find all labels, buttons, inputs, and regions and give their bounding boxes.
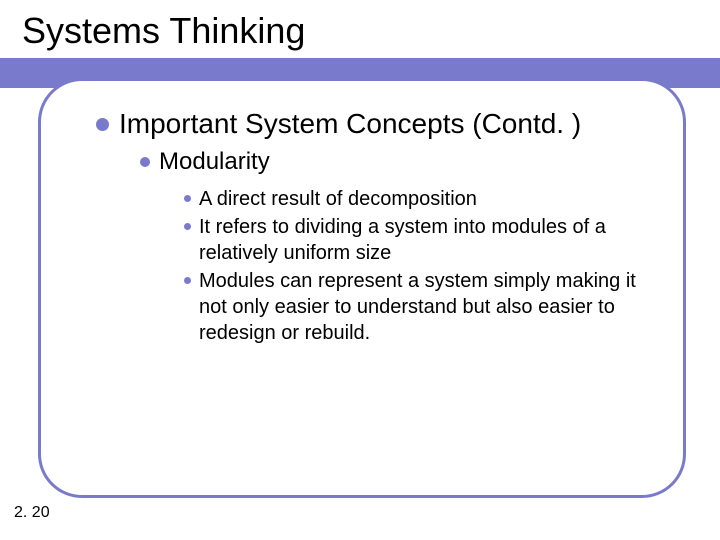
level3-text: It refers to dividing a system into modu… bbox=[199, 214, 654, 266]
bullet-icon bbox=[184, 223, 191, 230]
level3-item: A direct result of decomposition bbox=[184, 186, 654, 212]
bullet-icon bbox=[96, 118, 109, 131]
level3-item: It refers to dividing a system into modu… bbox=[184, 214, 654, 266]
level1-item: Important System Concepts (Contd. ) bbox=[96, 108, 581, 140]
level3-text: A direct result of decomposition bbox=[199, 186, 477, 212]
level1-text: Important System Concepts (Contd. ) bbox=[119, 108, 581, 140]
slide-title: Systems Thinking bbox=[22, 10, 305, 52]
bullet-icon bbox=[184, 195, 191, 202]
page-number: 2. 20 bbox=[14, 504, 50, 522]
level2-text: Modularity bbox=[159, 148, 270, 176]
bullet-icon bbox=[140, 157, 150, 167]
level3-item: Modules can represent a system simply ma… bbox=[184, 268, 654, 346]
level2-item: Modularity bbox=[140, 148, 270, 176]
bullet-icon bbox=[184, 277, 191, 284]
level3-text: Modules can represent a system simply ma… bbox=[199, 268, 654, 346]
level3-list: A direct result of decomposition It refe… bbox=[184, 186, 654, 348]
